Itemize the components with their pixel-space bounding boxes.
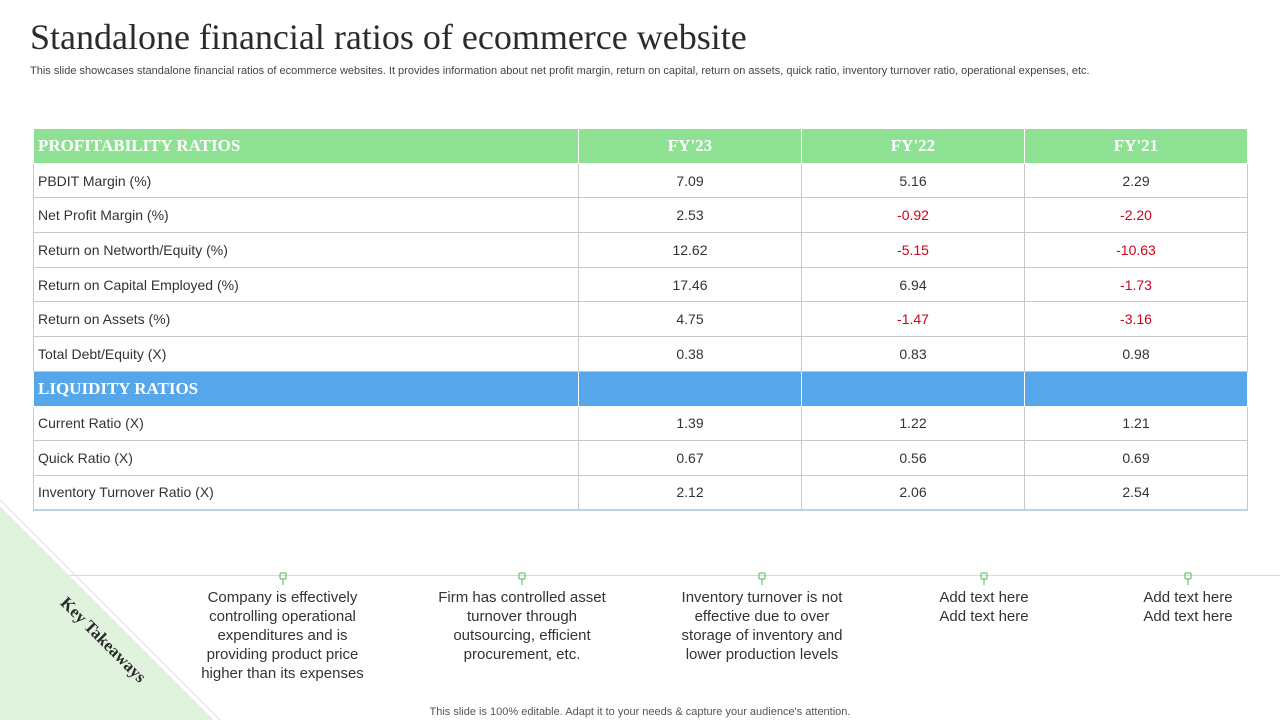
header-blank-cell (578, 370, 802, 407)
header-blank-cell (801, 370, 1025, 407)
cell-value: 1.21 (1024, 405, 1248, 442)
pin-icon (1184, 572, 1192, 585)
cell-value: 2.12 (578, 474, 802, 512)
profitability-header-row: PROFITABILITY RATIOS FY'23 FY'22 FY'21 (33, 128, 1248, 164)
cell-value: 2.54 (1024, 474, 1248, 512)
cell-value: -1.47 (801, 301, 1025, 338)
takeaway-item: Add text here Add text here (928, 572, 1040, 626)
column-header: FY'21 (1024, 128, 1248, 164)
row-label: Net Profit Margin (%) (33, 197, 579, 234)
cell-value: -0.92 (801, 197, 1025, 234)
table-row: Inventory Turnover Ratio (X) 2.12 2.06 2… (33, 474, 1248, 512)
cell-value: -3.16 (1024, 301, 1248, 338)
cell-value: 0.56 (801, 440, 1025, 476)
takeaway-item: Firm has controlled asset turnover throu… (428, 572, 616, 664)
cell-value: 4.75 (578, 301, 802, 338)
table-row: PBDIT Margin (%) 7.09 5.16 2.29 (33, 162, 1248, 199)
cell-value: 0.67 (578, 440, 802, 476)
cell-value: -2.20 (1024, 197, 1248, 234)
cell-value: 2.29 (1024, 162, 1248, 199)
pin-icon (758, 572, 766, 585)
row-label: PBDIT Margin (%) (33, 162, 579, 199)
row-label: Quick Ratio (X) (33, 440, 579, 476)
liquidity-heading: LIQUIDITY RATIOS (33, 370, 579, 407)
table-row: Net Profit Margin (%) 2.53 -0.92 -2.20 (33, 197, 1248, 234)
table-row: Total Debt/Equity (X) 0.38 0.83 0.98 (33, 336, 1248, 372)
header-blank-cell (1024, 370, 1248, 407)
takeaway-item: Inventory turnover is not effective due … (672, 572, 852, 664)
cell-value: 1.39 (578, 405, 802, 442)
takeaway-text: Add text here Add text here (1143, 589, 1233, 625)
cell-value: -10.63 (1024, 232, 1248, 268)
row-label: Return on Networth/Equity (%) (33, 232, 579, 268)
pin-icon (278, 572, 287, 585)
column-header: FY'22 (801, 128, 1025, 164)
row-label: Current Ratio (X) (33, 405, 579, 442)
cell-value: 2.06 (801, 474, 1025, 512)
table-row: Current Ratio (X) 1.39 1.22 1.21 (33, 405, 1248, 442)
takeaway-text: Add text here Add text here (939, 589, 1029, 625)
cell-value: -1.73 (1024, 266, 1248, 303)
pin-icon (518, 572, 526, 585)
row-label: Total Debt/Equity (X) (33, 336, 579, 372)
cell-value: 2.53 (578, 197, 802, 234)
cell-value: 12.62 (578, 232, 802, 268)
takeaway-text: Inventory turnover is not effective due … (681, 589, 843, 663)
table-row: Return on Networth/Equity (%) 12.62 -5.1… (33, 232, 1248, 268)
takeaway-text: Firm has controlled asset turnover throu… (438, 589, 606, 663)
table-row: Return on Capital Employed (%) 17.46 6.9… (33, 266, 1248, 303)
page-title: Standalone financial ratios of ecommerce… (30, 17, 747, 57)
profitability-heading: PROFITABILITY RATIOS (33, 128, 579, 164)
cell-value: 0.69 (1024, 440, 1248, 476)
cell-value: 0.38 (578, 336, 802, 372)
page-subtitle: This slide showcases standalone financia… (30, 65, 1090, 77)
cell-value: 0.98 (1024, 336, 1248, 372)
cell-value: 17.46 (578, 266, 802, 303)
takeaways-divider (0, 575, 1280, 576)
row-label: Return on Assets (%) (33, 301, 579, 338)
takeaway-item: Company is effectively controlling opera… (195, 572, 370, 683)
column-header: FY'23 (578, 128, 802, 164)
cell-value: 5.16 (801, 162, 1025, 199)
table-row: Quick Ratio (X) 0.67 0.56 0.69 (33, 440, 1248, 476)
cell-value: 0.83 (801, 336, 1025, 372)
row-label: Inventory Turnover Ratio (X) (33, 474, 579, 512)
footer-note: This slide is 100% editable. Adapt it to… (429, 706, 851, 718)
cell-value: 6.94 (801, 266, 1025, 303)
cell-value: 1.22 (801, 405, 1025, 442)
cell-value: 7.09 (578, 162, 802, 199)
liquidity-header-row: LIQUIDITY RATIOS (33, 370, 1248, 407)
ratios-table: PROFITABILITY RATIOS FY'23 FY'22 FY'21 P… (33, 128, 1248, 512)
table-row: Return on Assets (%) 4.75 -1.47 -3.16 (33, 301, 1248, 338)
takeaway-item: Add text here Add text here (1132, 572, 1244, 626)
row-label: Return on Capital Employed (%) (33, 266, 579, 303)
pin-icon (980, 572, 988, 585)
cell-value: -5.15 (801, 232, 1025, 268)
takeaway-text: Company is effectively controlling opera… (201, 589, 364, 682)
corner-triangle-decoration (0, 500, 220, 720)
